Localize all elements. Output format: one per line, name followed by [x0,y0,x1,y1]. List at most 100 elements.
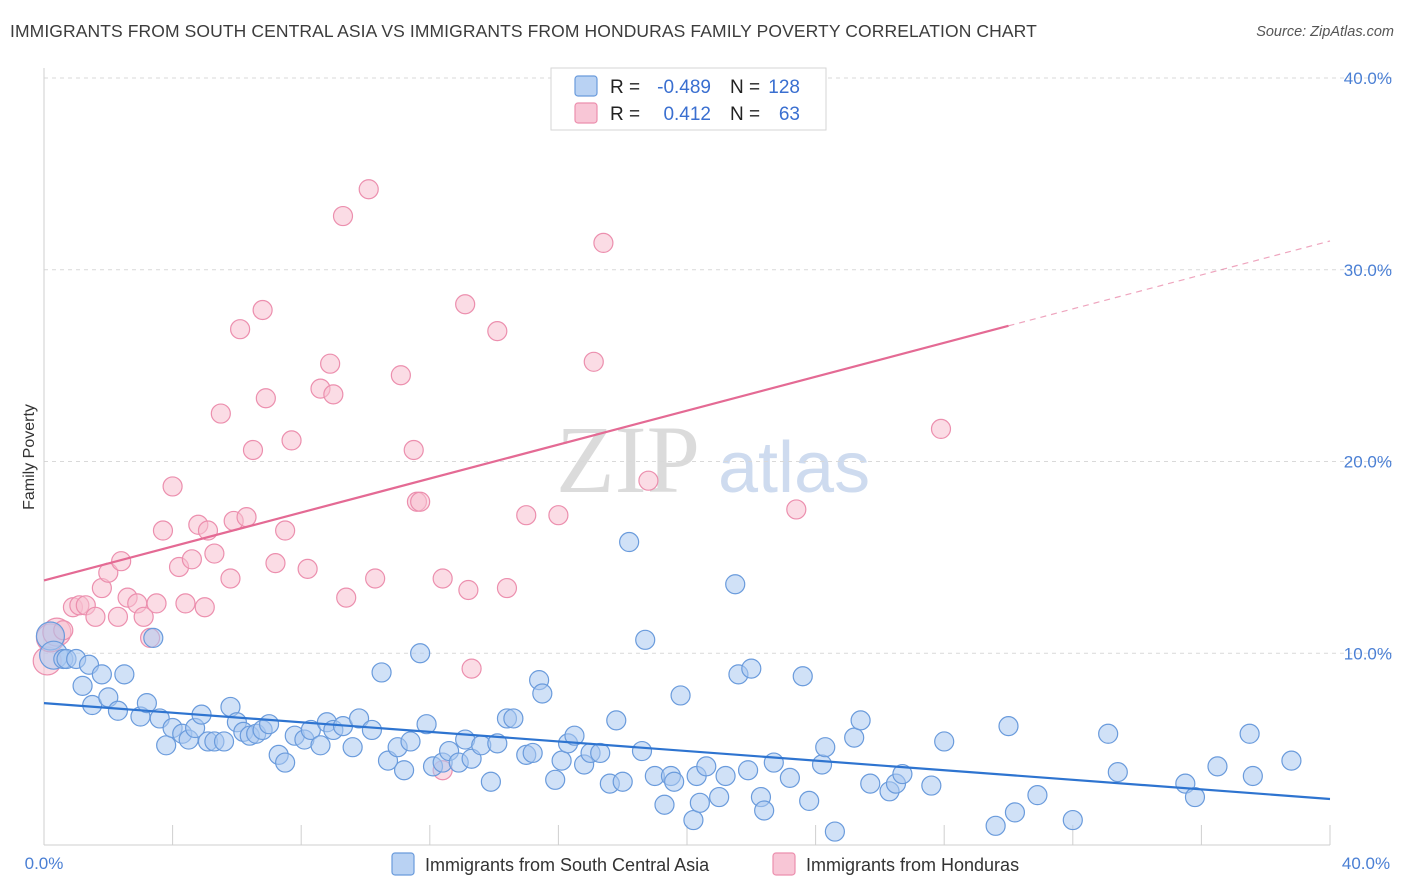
series-legend-label-pink: Immigrants from Honduras [806,855,1019,875]
stats-legend-n-value-blue: 128 [768,77,800,98]
point-blue-98 [792,666,813,687]
point-blue-78 [635,629,656,650]
point-blue-63 [522,742,543,764]
point-blue-101 [815,737,836,758]
point-blue-102 [824,821,845,842]
point-pink-49 [432,568,453,589]
chart-title: IMMIGRANTS FROM SOUTH CENTRAL ASIA VS IM… [10,21,1037,41]
point-pink-30 [236,507,257,528]
y-axis-label: Family Poverty [21,404,38,510]
point-blue-112 [998,716,1019,737]
point-blue-61 [503,708,524,729]
stats-legend-r-value-blue: -0.489 [657,77,711,98]
point-blue-14 [143,627,164,649]
point-blue-77 [631,740,653,762]
point-blue-13 [136,693,157,714]
point-pink-37 [297,558,318,579]
point-blue-66 [545,769,566,790]
point-blue-108 [892,763,913,785]
point-blue-86 [689,792,710,813]
point-blue-24 [213,731,235,752]
point-pink-39 [320,353,341,374]
point-pink-61 [786,499,807,520]
trend-lines [43,240,1331,801]
point-blue-37 [310,735,331,756]
stats-legend-swatch-pink [574,102,598,124]
point-blue-33 [275,752,296,773]
y-tick-label-0: 10.0% [1344,644,1392,663]
point-blue-49 [410,643,431,664]
point-blue-67 [551,750,572,771]
point-blue-116 [1098,723,1119,744]
point-blue-90 [725,574,746,595]
stats-legend-n-value-pink: 63 [779,104,800,125]
point-blue-5 [72,675,93,696]
watermark-zip: ZIP [556,406,700,513]
series-legend: Immigrants from South Central Asia Immig… [391,852,1019,876]
point-pink-17 [152,520,174,541]
point-blue-95 [754,800,775,821]
point-blue-47 [393,760,415,781]
point-pink-59 [593,232,614,254]
point-blue-76 [619,531,640,553]
point-pink-60 [638,470,659,491]
y-tick-label-3: 40.0% [1344,69,1392,88]
point-blue-80 [654,794,675,815]
point-blue-88 [709,786,730,808]
point-pink-32 [252,299,273,321]
point-blue-72 [590,742,611,764]
point-blue-100 [811,754,833,775]
south-central-asia-points [35,531,1302,842]
point-blue-104 [850,710,871,731]
x-tick-label-min: 0.0% [25,854,64,873]
point-pink-29 [230,319,251,340]
point-blue-111 [985,815,1006,836]
point-pink-53 [461,658,482,679]
point-pink-45 [390,365,411,386]
trend-line-pink-extension [1008,240,1331,327]
point-blue-93 [741,658,762,679]
point-blue-123 [1281,750,1302,771]
point-blue-92 [737,760,759,781]
point-pink-43 [358,179,379,200]
point-blue-119 [1184,786,1206,808]
point-blue-83 [670,685,691,706]
point-pink-34 [265,553,286,574]
point-blue-84 [683,809,704,831]
point-blue-110 [934,731,955,752]
point-pink-18 [162,476,183,497]
point-pink-56 [516,505,537,526]
series-legend-label-blue: Immigrants from South Central Asia [425,855,710,875]
point-blue-121 [1239,723,1260,744]
point-blue-115 [1062,809,1083,831]
point-pink-27 [220,568,241,589]
series-legend-swatch-pink [772,852,796,876]
point-pink-14 [133,606,154,627]
trend-line-blue [43,702,1331,801]
point-blue-96 [763,752,784,773]
point-blue-58 [480,771,501,792]
point-blue-97 [779,767,800,788]
point-pink-55 [496,577,518,599]
point-blue-50 [416,714,437,735]
stats-legend-n-label-blue: N = [730,77,760,98]
point-blue-8 [91,664,112,685]
stats-legend-n-label-pink: N = [730,104,760,125]
x-tick-marks [172,825,1331,845]
point-pink-25 [204,543,225,564]
point-blue-48 [400,731,421,752]
point-blue-43 [361,719,383,741]
stats-legend-r-label-pink: R = [610,104,640,125]
point-pink-54 [487,321,508,342]
point-blue-103 [844,727,865,748]
point-blue-89 [715,765,736,787]
x-tick-label-max: 40.0% [1342,854,1390,873]
point-pink-46 [403,439,424,461]
point-pink-52 [458,579,479,601]
point-pink-41 [332,205,354,227]
point-pink-11 [111,551,132,572]
point-blue-42 [348,708,370,729]
point-pink-35 [275,520,296,541]
y-tick-labels: 10.0% 20.0% 30.0% 40.0% [1344,69,1392,663]
point-blue-105 [860,773,881,794]
